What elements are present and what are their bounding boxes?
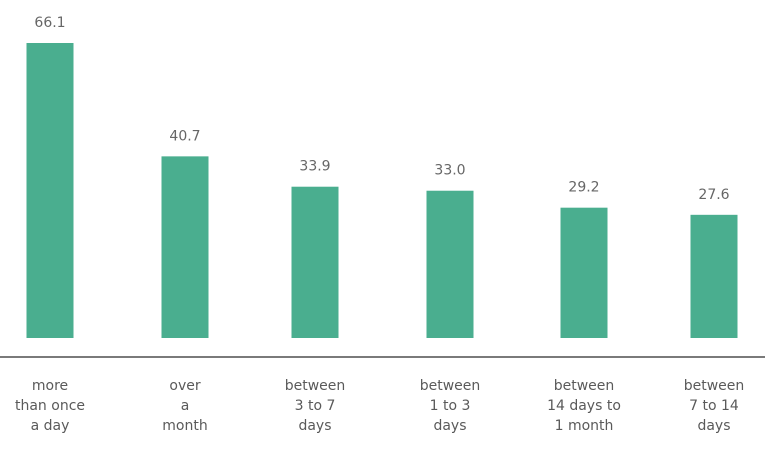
bar-1 — [161, 156, 209, 338]
category-label-line: days — [433, 418, 466, 434]
bar-0 — [26, 43, 74, 338]
value-label-4: 29.2 — [568, 180, 599, 196]
category-label-3: between 1 to 3 days — [420, 378, 481, 434]
category-label-line: 7 to 14 — [689, 398, 739, 414]
category-label-line: 1 to 3 — [430, 398, 471, 414]
category-label-5: between 7 to 14 days — [684, 378, 745, 434]
category-label-line: over — [169, 378, 200, 394]
category-label-line: more — [32, 378, 68, 394]
value-label-1: 40.7 — [169, 128, 200, 144]
category-labels-group: more than once a day over a month between 3 to … — [15, 378, 744, 434]
category-label-line: between — [684, 378, 745, 394]
bar-3 — [426, 190, 474, 338]
value-label-0: 66.1 — [34, 15, 65, 31]
value-labels-group: 66.1 40.7 33.9 33.0 29.2 27.6 — [34, 15, 729, 203]
category-label-line: 3 to 7 — [295, 398, 336, 414]
category-label-1: over a month — [162, 378, 207, 434]
category-label-line: days — [298, 418, 331, 434]
category-label-2: between 3 to 7 days — [285, 378, 346, 434]
category-label-line: a — [181, 398, 190, 414]
bar-2 — [291, 186, 339, 338]
value-label-3: 33.0 — [434, 163, 465, 179]
category-label-4: between 14 days to 1 month — [547, 378, 621, 434]
category-label-line: 14 days to — [547, 398, 621, 414]
category-label-line: days — [697, 418, 730, 434]
category-label-line: between — [420, 378, 481, 394]
category-label-line: a day — [31, 418, 70, 434]
bar-5 — [690, 214, 738, 338]
bar-4 — [560, 207, 608, 338]
category-label-line: between — [554, 378, 615, 394]
category-label-line: month — [162, 418, 207, 434]
value-label-5: 27.6 — [698, 187, 729, 203]
value-label-2: 33.9 — [299, 159, 330, 175]
category-label-line: between — [285, 378, 346, 394]
category-label-line: than once — [15, 398, 85, 414]
bars-group — [26, 43, 738, 338]
category-label-0: more than once a day — [15, 378, 85, 434]
category-label-line: 1 month — [555, 418, 614, 434]
